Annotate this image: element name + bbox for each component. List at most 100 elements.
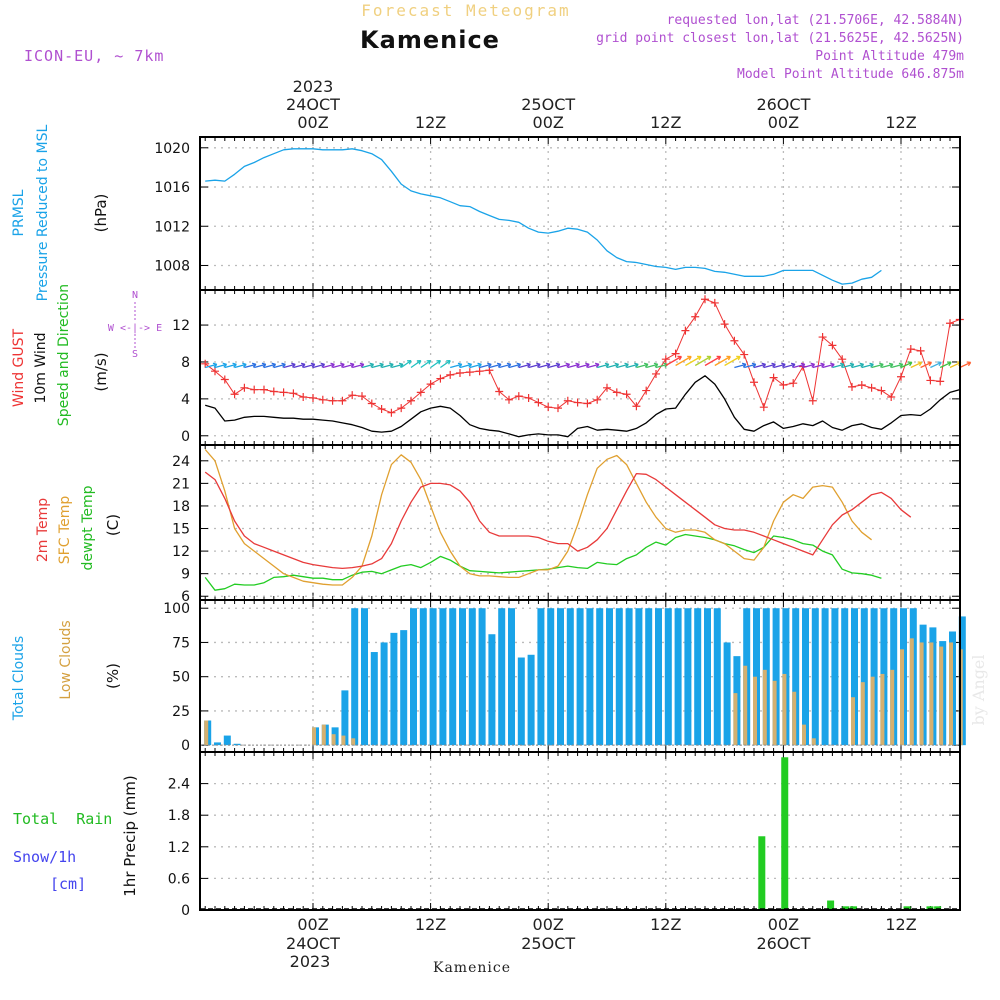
wind-arrow-head (389, 362, 394, 368)
wind-arrow (744, 363, 756, 369)
bottom-date-label: 26OCT (756, 934, 810, 953)
y-tick-label: 15 (172, 522, 190, 538)
gust-marker (789, 379, 798, 388)
wind-arrow-head (416, 359, 422, 365)
total-rain-label: Total Rain (13, 810, 112, 828)
gust-marker (681, 326, 690, 335)
credit: by Angel (969, 654, 988, 725)
wind-arrow-head (545, 362, 551, 368)
wind-arrow (254, 363, 266, 369)
series-line-sfc-temp (204, 449, 872, 586)
top-hour-label: 00Z (297, 113, 328, 132)
gust-marker (926, 376, 935, 385)
y-tick-label: 9 (181, 567, 190, 583)
total-cloud-bar (831, 608, 839, 746)
gust-marker (387, 408, 396, 417)
panel-precip: 0 0.6 1.2 1.8 2.4 (168, 752, 961, 919)
gust-marker (867, 383, 876, 392)
panels: 1008 1012 1016 1020 0 4 8 12 6 9 12 15 18 21 24 0 25 50 75… (154, 136, 972, 919)
gust-marker (318, 395, 327, 404)
wind-arrow-head (879, 362, 884, 368)
gust-marker (299, 393, 308, 402)
wind-arrow (214, 363, 227, 369)
total-cloud-bar (488, 634, 496, 746)
top-hour-label: 00Z (533, 113, 564, 132)
gust-marker (906, 345, 915, 354)
wind-arrow-head (937, 361, 942, 367)
wind-arrow (450, 363, 462, 369)
wind-arrow (920, 361, 932, 369)
wind-arrow-head (810, 362, 816, 368)
total-cloud-bar (380, 642, 388, 746)
wind-arrow (205, 363, 217, 369)
wind-arrow-head (340, 362, 345, 368)
total-cloud-bar (527, 654, 535, 746)
wind-unit: (m/s) (92, 352, 110, 391)
low-cloud-bar (762, 669, 767, 746)
wind-arrow-head (496, 362, 502, 368)
wind10m-label: 10m Wind (33, 332, 49, 403)
gust-marker (554, 404, 562, 413)
total-cloud-bar (223, 735, 231, 746)
wind-arrow (939, 361, 952, 369)
total-cloud-bar (390, 632, 398, 746)
wind-arrow (244, 363, 257, 369)
wind-arrow (352, 363, 364, 369)
wind-arrow-head (349, 362, 355, 368)
top-hour-label: 12Z (650, 113, 681, 132)
bottom-hour-label: 12Z (650, 915, 681, 934)
gust-marker (916, 346, 925, 355)
wind-arrow-head (565, 362, 571, 368)
wind-arrow (283, 363, 296, 369)
wind-arrow (430, 360, 441, 369)
gust-marker (338, 396, 347, 405)
total-cloud-bar (517, 657, 525, 746)
top-date-label: 24OCT (286, 95, 340, 114)
total-cloud-bar (576, 608, 584, 746)
compass-south: S (132, 349, 138, 360)
wind-arrow (675, 355, 692, 367)
wind-arrow (440, 360, 451, 369)
wind-arrow-head (330, 362, 335, 368)
wind-arrow-head (761, 362, 767, 368)
total-cloud-bar (811, 608, 819, 746)
wind-arrow (499, 363, 511, 369)
gridpoint-coords: grid point closest lon,lat (21.5625E, 42… (596, 31, 964, 46)
y-tick-label: 1.8 (168, 808, 190, 824)
gust-marker (348, 391, 357, 400)
total-cloud-bar (645, 608, 653, 746)
rain-bar (842, 906, 850, 910)
low-clouds-label: Low Clouds (58, 620, 74, 699)
low-cloud-bar (204, 720, 209, 746)
y-tick-label: 1012 (154, 219, 190, 235)
wind-arrow-head (830, 362, 835, 368)
wind-arrow-head (251, 362, 257, 368)
y-tick-label: 12 (172, 544, 190, 560)
wind-arrow (714, 355, 731, 367)
low-cloud-bar (860, 682, 865, 746)
gust-marker (720, 320, 729, 329)
gust-marker (485, 366, 494, 375)
wind-arrow-head (751, 362, 757, 368)
rain-bar (934, 906, 942, 910)
y-tick-label: 21 (172, 476, 190, 492)
precip-panel-title: Total Rain Snow/1h [cm] 1hr Precip (mm) (13, 775, 139, 896)
wind-panel-title: Wind GUST 10m Wind Speed and Direction (… (11, 284, 162, 426)
y-tick-label: 8 (181, 355, 190, 371)
wind-arrow (881, 363, 894, 369)
wind-arrow (753, 363, 766, 369)
low-cloud-bar (851, 697, 855, 746)
wind-arrow (322, 363, 335, 369)
rain-bar (903, 906, 911, 910)
snow-unit-label: [cm] (50, 875, 86, 893)
total-cloud-bar (566, 608, 574, 746)
gust-marker (289, 389, 298, 398)
total-cloud-bar (615, 608, 623, 746)
sfc-temp-label: SFC Temp (57, 496, 73, 565)
wind-arrow-head (594, 362, 600, 368)
gust-marker (230, 390, 239, 399)
wind-arrow-head (506, 362, 512, 368)
gust-marker (475, 367, 484, 376)
bottom-date-label: 24OCT (286, 934, 340, 953)
model-label: ICON-EU, ~ 7km (24, 47, 164, 65)
